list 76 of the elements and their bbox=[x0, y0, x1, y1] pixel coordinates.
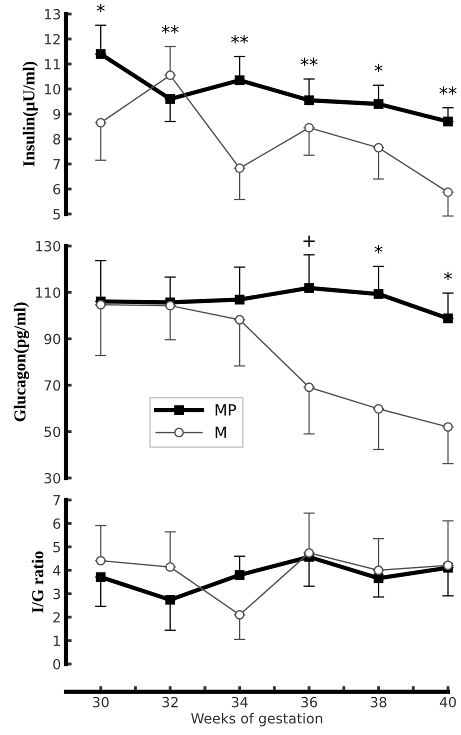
point bbox=[443, 560, 453, 570]
point bbox=[234, 163, 244, 174]
y-tick-label: 6 bbox=[53, 184, 60, 194]
annotation: * bbox=[374, 245, 383, 254]
legend-label: M bbox=[216, 426, 226, 438]
y-tick-label: 50 bbox=[44, 426, 60, 438]
x-tick-label: 30 bbox=[92, 696, 109, 708]
point bbox=[304, 382, 314, 392]
point bbox=[165, 300, 176, 310]
x-axis-title: Weeks of gestation bbox=[191, 712, 322, 726]
point bbox=[96, 118, 106, 128]
y-tick-label: 0 bbox=[53, 658, 60, 670]
x-tick-label: 40 bbox=[440, 696, 456, 708]
point bbox=[374, 99, 384, 109]
point bbox=[443, 314, 453, 324]
y-tick-label: 130 bbox=[36, 240, 60, 252]
y-tick-label: 7 bbox=[53, 159, 60, 170]
y-tick-label: 9 bbox=[53, 108, 60, 120]
annotation: ** bbox=[162, 25, 179, 34]
point bbox=[374, 404, 384, 414]
annotation: ** bbox=[300, 58, 318, 66]
y-tick-label: 5 bbox=[53, 209, 60, 220]
point bbox=[443, 116, 453, 126]
point bbox=[165, 562, 176, 572]
point bbox=[234, 75, 244, 86]
y-tick-label: 1 bbox=[54, 636, 60, 646]
y-axis-title: I/G ratio bbox=[32, 551, 44, 613]
legend-label: MP bbox=[216, 404, 236, 416]
x-tick-label: 38 bbox=[370, 696, 386, 708]
point bbox=[374, 142, 384, 153]
annotation: + bbox=[303, 236, 315, 247]
x-tick-label: 34 bbox=[232, 696, 248, 708]
point bbox=[96, 49, 106, 59]
y-tick-label: 11 bbox=[44, 59, 60, 70]
point bbox=[374, 289, 384, 299]
text: * bbox=[96, 4, 105, 12]
y-tick-label: 4 bbox=[52, 565, 60, 576]
y-tick-label: 13 bbox=[44, 8, 60, 20]
point bbox=[374, 565, 384, 576]
y-axis-title: Glucagon(pg/ml) bbox=[14, 302, 30, 422]
y-tick-label: 6 bbox=[53, 518, 60, 529]
point bbox=[304, 283, 314, 293]
y-tick-label: 12 bbox=[44, 34, 60, 44]
annotation: * bbox=[374, 64, 383, 72]
point bbox=[443, 422, 453, 432]
annotation: * bbox=[444, 272, 452, 280]
point bbox=[304, 95, 314, 106]
point bbox=[374, 573, 384, 584]
y-tick-label: 30 bbox=[44, 472, 60, 484]
point bbox=[96, 556, 106, 566]
y-tick-label: 8 bbox=[53, 134, 60, 144]
annotation: ** bbox=[440, 86, 456, 95]
y-axis-title: Insulin(μU/ml) bbox=[22, 62, 38, 166]
point bbox=[304, 548, 314, 558]
y-tick-label: 110 bbox=[36, 287, 60, 298]
point bbox=[165, 594, 176, 605]
point bbox=[96, 572, 106, 582]
point bbox=[234, 314, 244, 325]
y-tick-label: 7 bbox=[53, 495, 60, 506]
point bbox=[234, 610, 244, 620]
point bbox=[234, 294, 244, 304]
y-tick-label: 90 bbox=[44, 334, 60, 344]
point bbox=[165, 70, 176, 80]
y-tick-label: 10 bbox=[44, 84, 60, 94]
point bbox=[234, 570, 244, 580]
annotation: ** bbox=[231, 35, 248, 44]
point bbox=[443, 187, 453, 198]
y-tick-label: 5 bbox=[53, 542, 60, 552]
y-tick-label: 2 bbox=[53, 612, 60, 622]
point bbox=[165, 94, 176, 104]
point bbox=[96, 300, 106, 310]
x-tick-label: 32 bbox=[162, 696, 178, 708]
x-tick-label: 36 bbox=[301, 696, 318, 708]
point bbox=[304, 122, 314, 133]
y-tick-label: 3 bbox=[53, 588, 60, 600]
y-tick-label: 70 bbox=[44, 380, 60, 391]
